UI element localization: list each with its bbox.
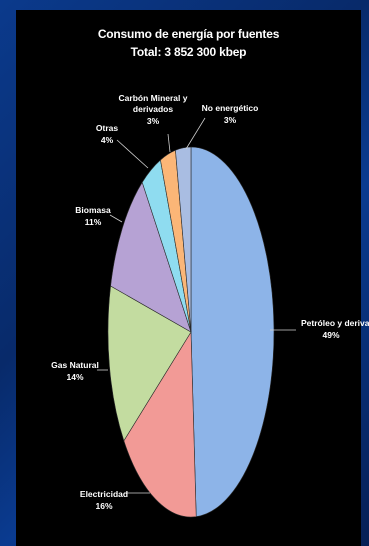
pie-slice-gas-natural <box>107 285 192 442</box>
slice-label-gas-natural: Gas Natural <box>51 360 99 370</box>
slice-value-no-energ-tico: 3% <box>224 115 237 125</box>
slice-label-petr-leo-y-derivados: Petróleo y derivados <box>301 318 369 328</box>
slice-label-otras: Otras <box>96 123 118 133</box>
slice-value-gas-natural: 14% <box>66 372 83 382</box>
slice-value-biomasa: 11% <box>85 217 102 227</box>
slice-value-otras: 4% <box>101 135 114 145</box>
leader-line <box>116 139 149 169</box>
pie-slice-biomasa <box>110 181 192 333</box>
chart-title: Consumo de energía por fuentes <box>97 27 280 41</box>
slice-label-carb-n-mineral-y-derivados: Carbón Mineral y derivados <box>119 93 188 114</box>
slice-value-electricidad: 16% <box>95 501 112 511</box>
chart-subtitle: Total: 3 852 300 kbep <box>130 45 247 59</box>
pie-slice-electricidad <box>123 330 197 518</box>
pie-slice-petr-leo-y-derivados <box>190 146 275 517</box>
slice-label-biomasa: Biomasa <box>75 205 111 215</box>
slice-value-petr-leo-y-derivados: 49% <box>322 330 339 340</box>
slice-value-carb-n-mineral-y-derivados: 3% <box>147 116 160 126</box>
leader-line <box>167 133 171 153</box>
leader-line <box>109 214 123 223</box>
slice-label-no-energ-tico: No energético <box>202 103 259 113</box>
slice-label-electricidad: Electricidad <box>80 489 128 499</box>
pie-slice-no-energ-tico <box>175 146 192 333</box>
leader-line <box>185 117 206 150</box>
